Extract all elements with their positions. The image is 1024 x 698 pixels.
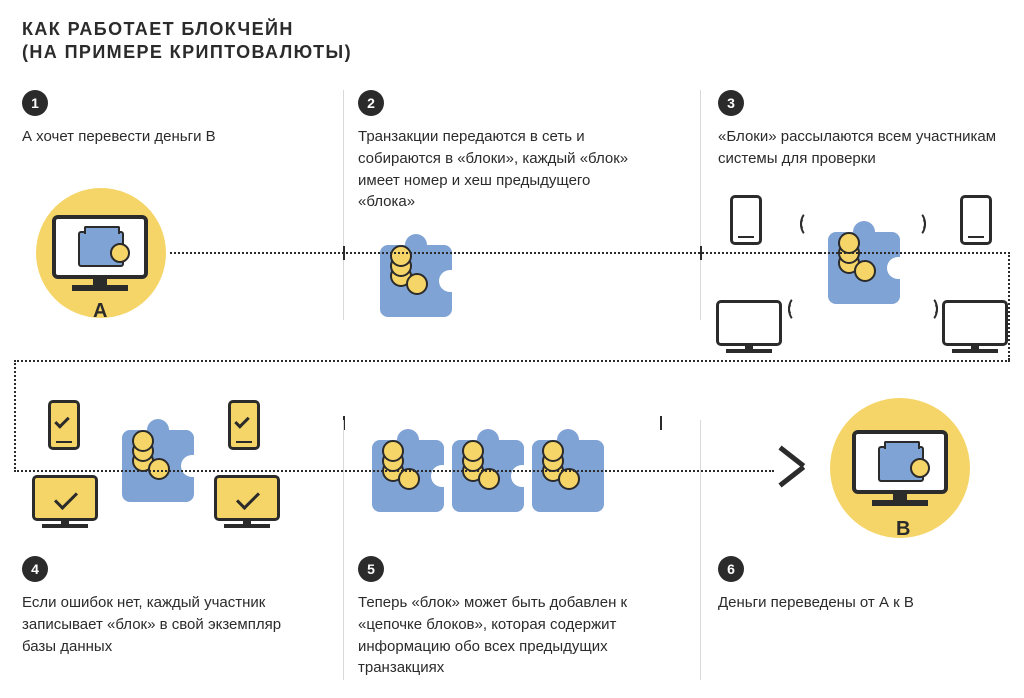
signal-icon [800, 210, 820, 238]
phone-icon [730, 195, 762, 245]
monitor-check-icon [214, 475, 280, 521]
arrow-to-b-icon [780, 445, 810, 495]
step-text-3: «Блоки» рассылаются всем участникам сист… [718, 126, 998, 170]
phone-check-icon [48, 400, 80, 450]
column-separator-2b [700, 420, 701, 680]
monitor-icon [942, 300, 1008, 346]
phone-check-icon [228, 400, 260, 450]
monitor-icon [716, 300, 782, 346]
step-badge-4: 4 [22, 556, 48, 582]
chain-block-icon [372, 440, 444, 512]
step-badge-6: 6 [718, 556, 744, 582]
label-b: B [896, 518, 910, 541]
chain-block-icon [532, 440, 604, 512]
flow-path [14, 470, 774, 472]
column-separator-1 [343, 90, 344, 320]
step-2: 2 Транзакции передаются в сеть и собираю… [358, 90, 638, 213]
step-3: 3 «Блоки» рассылаются всем участникам си… [718, 90, 998, 170]
step-text-5: Теперь «блок» может быть добавлен к «цеп… [358, 592, 668, 679]
step-text-1: А хочет перевести деньги В [22, 126, 216, 148]
monitor-check-icon [32, 475, 98, 521]
step-4: 4 Если ошибок нет, каждый участник запис… [22, 556, 302, 657]
flow-tick [343, 246, 345, 260]
flow-path [14, 360, 1010, 362]
page-title: КАК РАБОТАЕТ БЛОКЧЕЙН (НА ПРИМЕРЕ КРИПТО… [22, 18, 352, 65]
column-separator-2 [700, 90, 701, 320]
step-6: 6 Деньги переведены от А к В [718, 556, 914, 614]
signal-icon [906, 210, 926, 238]
signal-icon [918, 295, 938, 323]
block-broadcast-icon [828, 232, 900, 304]
chain-block-icon [452, 440, 524, 512]
flow-path [14, 360, 16, 472]
flow-path [1008, 252, 1010, 360]
flow-tick [660, 416, 662, 430]
signal-icon [788, 295, 808, 323]
step-badge-1: 1 [22, 90, 48, 116]
monitor-a-icon [52, 215, 148, 279]
flow-path [820, 252, 1010, 254]
title-line-2: (НА ПРИМЕРЕ КРИПТОВАЛЮТЫ) [22, 41, 352, 64]
flow-tick [700, 246, 702, 260]
flow-path [170, 252, 820, 254]
monitпобільше-b-icon [852, 430, 948, 494]
step-1: 1 А хочет перевести деньги В [22, 90, 216, 148]
step-badge-5: 5 [358, 556, 384, 582]
step-5: 5 Теперь «блок» может быть добавлен к «ц… [358, 556, 668, 679]
step-text-2: Транзакции передаются в сеть и собираютс… [358, 126, 638, 213]
step-text-4: Если ошибок нет, каждый участник записыв… [22, 592, 302, 657]
step-text-6: Деньги переведены от А к В [718, 592, 914, 614]
step-badge-3: 3 [718, 90, 744, 116]
title-line-1: КАК РАБОТАЕТ БЛОКЧЕЙН [22, 18, 352, 41]
column-separator-1b [343, 420, 344, 680]
label-a: A [93, 300, 107, 323]
block-verified-icon [122, 430, 194, 502]
step-badge-2: 2 [358, 90, 384, 116]
phone-icon [960, 195, 992, 245]
block-icon [380, 245, 452, 317]
